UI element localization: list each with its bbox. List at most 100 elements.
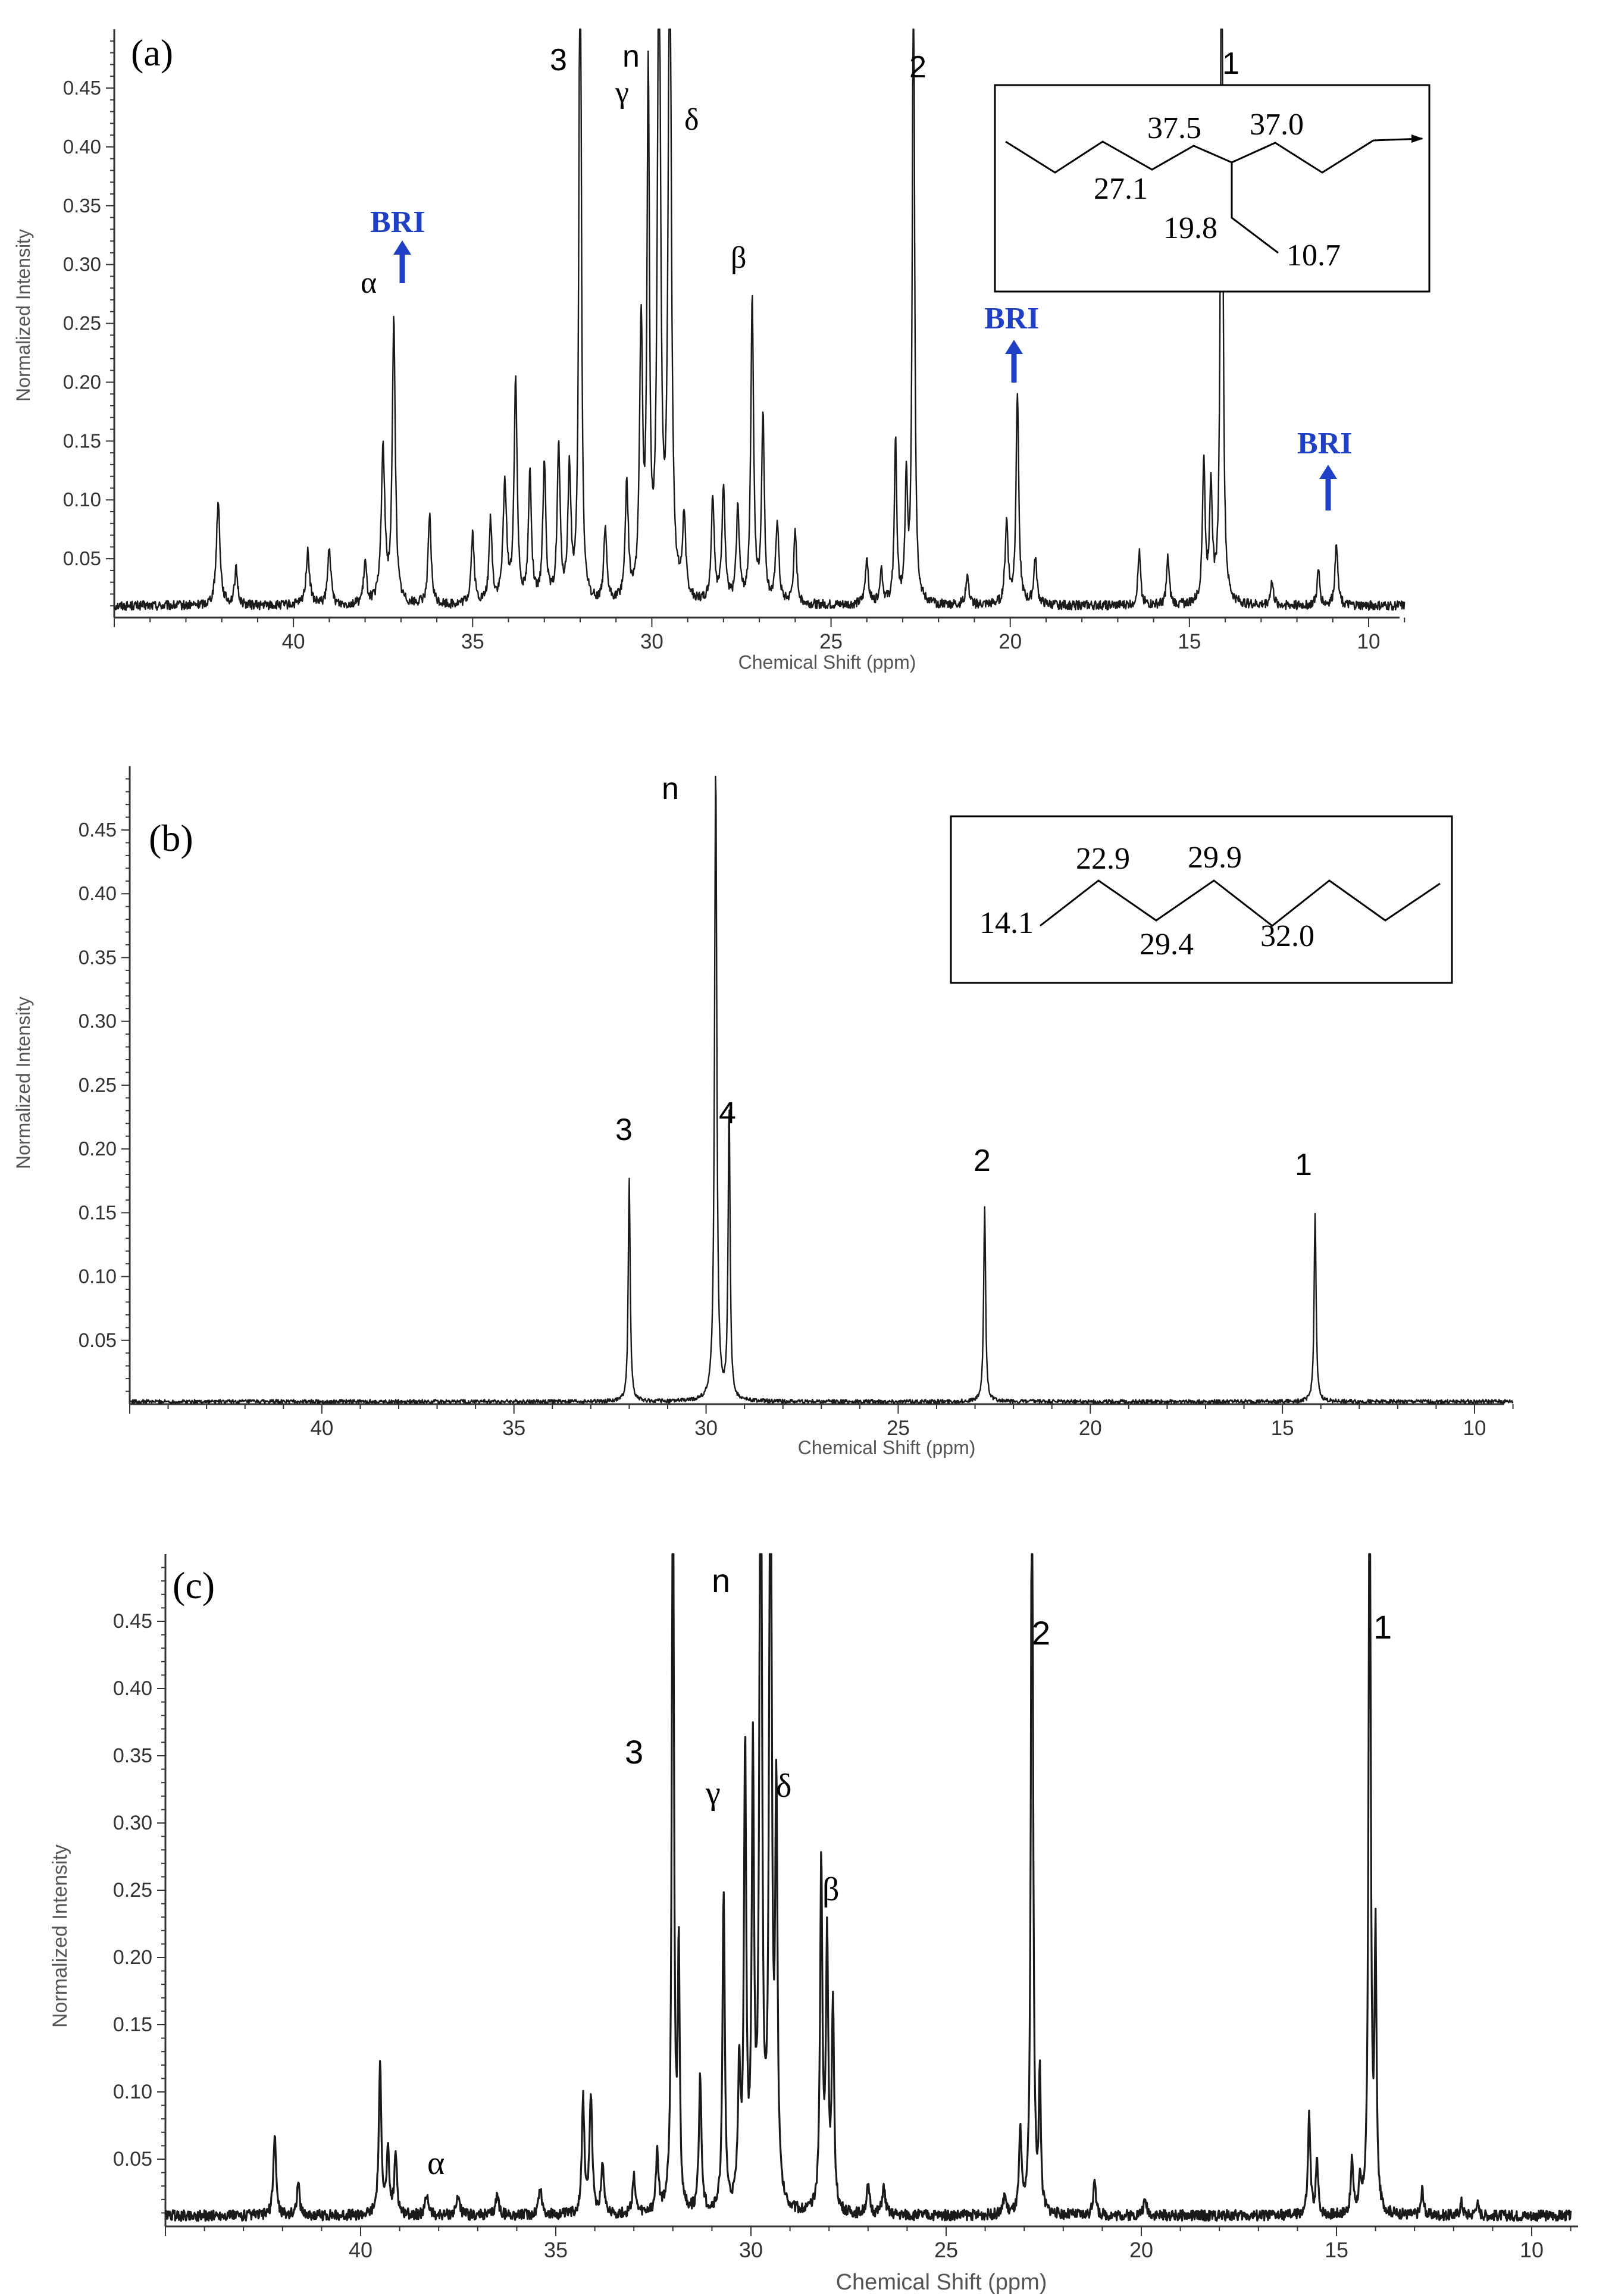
y-tick-label: 0.25	[63, 312, 101, 334]
spectrum-series-a	[113, 28, 1406, 611]
y-tick-label: 0.15	[113, 2013, 152, 2036]
panel-a-label-gamma: γ	[615, 76, 629, 109]
y-tick-label: 0.45	[113, 1610, 152, 1633]
panel-a-tag: (a)	[131, 32, 173, 74]
y-tick-label: 0.05	[79, 1329, 117, 1351]
chain-continuation-arrowhead	[1411, 134, 1423, 143]
structure-label: 10.7	[1287, 239, 1341, 272]
panel-c-label-gamma: γ	[705, 1775, 721, 1812]
x-tick-label: 30	[640, 630, 663, 653]
panel-a-bri-marker-2: BRI	[984, 302, 1039, 383]
panel-b-xlabel: Chemical Shift (ppm)	[798, 1437, 976, 1458]
panel-c-peak-label-3: 3	[625, 1733, 643, 1771]
x-tick-label: 30	[739, 2238, 763, 2262]
y-tick-label: 0.40	[79, 882, 117, 904]
structure-label: 27.1	[1094, 172, 1148, 206]
panel-b-ylabel: Normalized Intensity	[12, 997, 34, 1169]
y-tick-label: 0.35	[63, 195, 101, 217]
panel-b-peak-label-n: n	[662, 772, 679, 806]
y-tick-label: 0.45	[79, 819, 117, 841]
panel-b-plot: 0.05 0.10 0.15 0.20 0.25 0.30 0.35 0.40 0.45 40 35…	[79, 766, 1514, 1440]
structure-label: 29.9	[1188, 841, 1242, 875]
y-tick-label: 0.25	[113, 1879, 152, 1902]
branched-alkane-skeleton	[1005, 137, 1423, 174]
panel-a-peak-label-2: 2	[909, 50, 926, 84]
n-alkane-skeleton	[1040, 879, 1441, 927]
panel-c-xlabel: Chemical Shift (ppm)	[836, 2270, 1047, 2295]
y-tick-label: 0.15	[79, 1201, 117, 1223]
ethyl-branch	[1231, 162, 1279, 254]
panel-a-label-beta: β	[731, 241, 746, 275]
x-tick-label: 20	[1079, 1417, 1102, 1440]
structure-label: 32.0	[1260, 919, 1314, 953]
panel-a-bri-marker-3: BRI	[1297, 427, 1352, 510]
panel-c-peak-label-1: 1	[1373, 1608, 1392, 1646]
bri-arrow-head	[1005, 340, 1023, 354]
x-tick-label: 35	[544, 2238, 568, 2262]
panel-a-xlabel: Chemical Shift (ppm)	[738, 651, 916, 673]
bri-label: BRI	[984, 302, 1039, 336]
y-tick-label: 0.30	[113, 1812, 152, 1834]
x-tick-label: 40	[310, 1417, 333, 1440]
y-tick-label: 0.45	[63, 77, 101, 99]
x-tick-label: 40	[282, 630, 305, 653]
panel-a-bri-marker-1: BRI	[370, 205, 425, 283]
x-tick-label: 10	[1520, 2238, 1544, 2262]
panel-c-peak-label-2: 2	[1032, 1614, 1050, 1652]
x-tick-label: 10	[1357, 630, 1381, 653]
y-tick-label: 0.30	[79, 1010, 117, 1032]
panel-a-label-alpha: α	[361, 266, 377, 300]
y-tick-label: 0.20	[63, 371, 101, 393]
structure-label: 19.8	[1163, 211, 1217, 245]
panel-a: Normalized Intensity Chemical Shift (ppm…	[12, 28, 1431, 673]
panel-a-y-axis: Normalized Intensity	[12, 229, 34, 402]
panel-c-ylabel: Normalized Intensity	[49, 1844, 71, 2028]
y-tick-label: 0.35	[113, 1744, 152, 1767]
panel-c-label-beta: β	[822, 1871, 840, 1908]
y-tick-label: 0.15	[63, 430, 101, 452]
panel-a-peak-label-1: 1	[1222, 46, 1239, 81]
y-tick-label: 0.25	[79, 1074, 117, 1096]
y-tick-label: 0.05	[113, 2148, 152, 2170]
bri-label: BRI	[370, 205, 425, 239]
structure-label: 14.1	[979, 906, 1034, 940]
panel-b: Normalized Intensity Chemical Shift (ppm…	[12, 766, 1514, 1458]
x-tick-label: 10	[1463, 1417, 1486, 1440]
y-tick-label: 0.05	[63, 547, 101, 569]
x-tick-label: 15	[1271, 1417, 1294, 1440]
y-tick-label: 0.30	[63, 253, 101, 275]
panel-a-x-axis: Chemical Shift (ppm)	[738, 651, 916, 673]
x-tick-label: 25	[819, 630, 843, 653]
panel-a-label-delta: δ	[684, 103, 699, 137]
bri-arrow-head	[393, 240, 411, 255]
structure-box	[950, 815, 1453, 984]
panel-b-peak-label-1: 1	[1295, 1148, 1312, 1182]
panel-c-tag: (c)	[173, 1564, 215, 1606]
structure-label: 37.0	[1250, 108, 1304, 142]
panel-c-label-alpha: α	[427, 2145, 445, 2182]
x-tick-label: 25	[934, 2238, 958, 2262]
y-tick-label: 0.10	[113, 2081, 152, 2103]
spectrum-series-b	[129, 775, 1514, 1405]
x-tick-label: 25	[887, 1417, 910, 1440]
panel-b-structure-inset: 22.9 29.9 14.1 29.4 32.0	[950, 815, 1453, 984]
structure-box	[994, 84, 1431, 293]
structure-label: 37.5	[1147, 111, 1201, 145]
x-tick-label: 20	[1129, 2238, 1153, 2262]
panel-b-y-axis: Normalized Intensity	[12, 997, 34, 1169]
bri-label: BRI	[1297, 427, 1352, 461]
panel-b-tag: (b)	[149, 817, 193, 859]
x-tick-label: 15	[1325, 2238, 1348, 2262]
y-tick-label: 0.40	[63, 136, 101, 158]
panel-b-peak-label-4: 4	[719, 1096, 736, 1130]
panel-a-plot: 0.05 0.10 0.15 0.20 0.25 0.30 0.35 0.40 0.45 40 35…	[63, 28, 1406, 653]
x-tick-label: 20	[998, 630, 1022, 653]
structure-label: 29.4	[1140, 928, 1194, 961]
y-tick-label: 0.10	[63, 488, 101, 510]
spectrum-series-c	[164, 1553, 1572, 2222]
x-tick-label: 30	[694, 1417, 718, 1440]
structure-label: 22.9	[1076, 842, 1130, 876]
y-tick-label: 0.10	[79, 1266, 117, 1288]
panel-a-peak-label-n: n	[622, 39, 640, 74]
